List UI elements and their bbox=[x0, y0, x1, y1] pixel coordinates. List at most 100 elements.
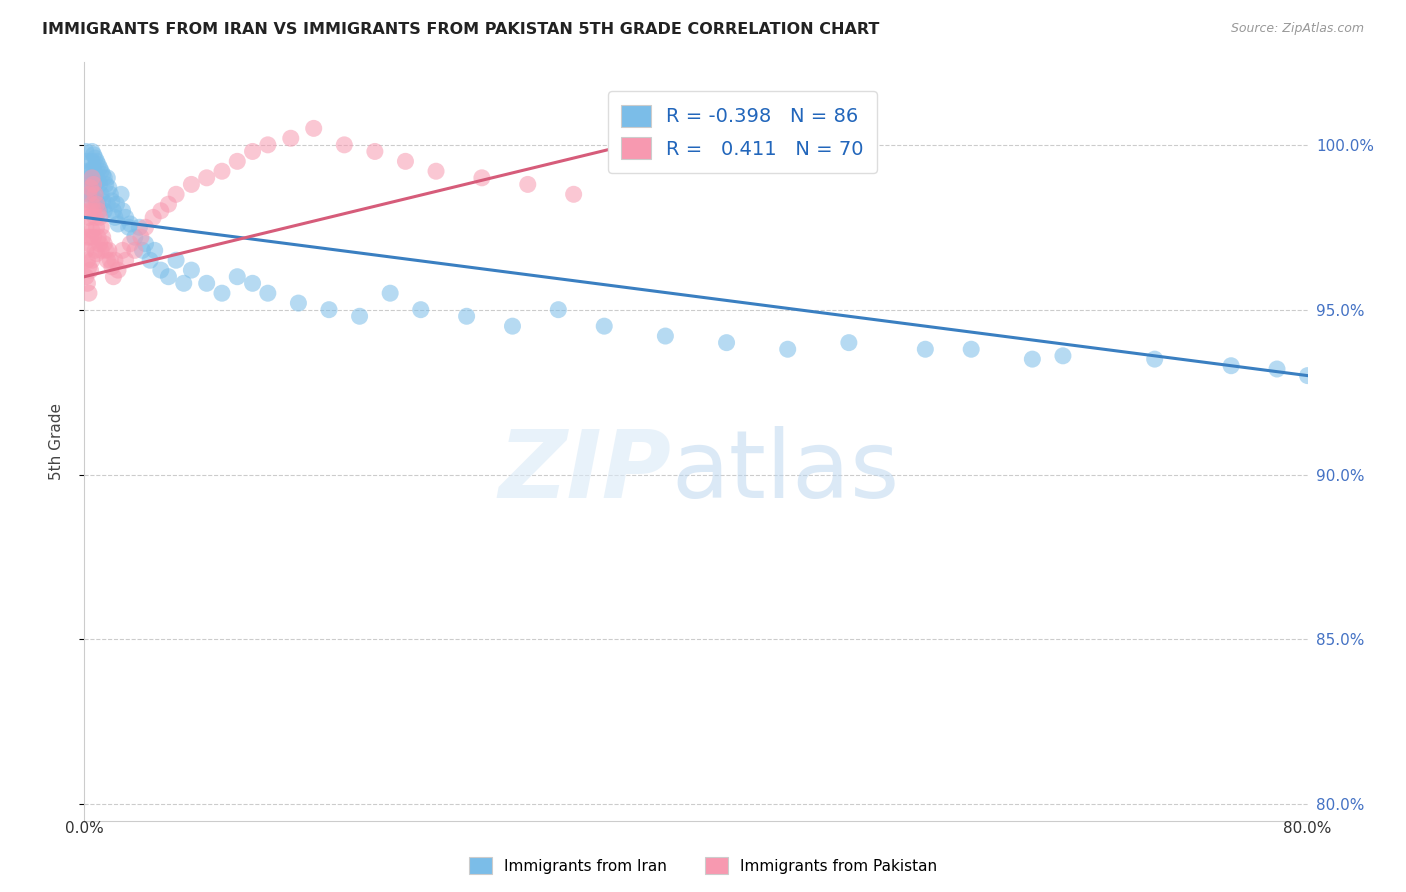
Point bbox=[84, 211, 107, 225]
Point bbox=[96, 170, 118, 185]
Point bbox=[76, 253, 98, 268]
Point bbox=[91, 194, 114, 208]
Point bbox=[1143, 352, 1166, 367]
Point bbox=[86, 197, 108, 211]
Point bbox=[124, 244, 146, 258]
Point bbox=[502, 319, 524, 334]
Point bbox=[75, 269, 97, 284]
Point bbox=[79, 164, 101, 178]
Point bbox=[90, 164, 112, 178]
Point bbox=[318, 302, 340, 317]
Point bbox=[76, 230, 98, 244]
Point bbox=[97, 244, 120, 258]
Legend: Immigrants from Iran, Immigrants from Pakistan: Immigrants from Iran, Immigrants from Pa… bbox=[463, 851, 943, 880]
Point bbox=[1052, 349, 1074, 363]
Point bbox=[84, 151, 107, 165]
Point bbox=[409, 302, 432, 317]
Point bbox=[76, 164, 98, 178]
Point bbox=[107, 217, 129, 231]
Point bbox=[87, 230, 110, 244]
Point bbox=[118, 220, 141, 235]
Point bbox=[180, 263, 202, 277]
Point bbox=[107, 263, 129, 277]
Point bbox=[111, 244, 134, 258]
Point bbox=[80, 170, 103, 185]
Point bbox=[90, 187, 112, 202]
Point bbox=[84, 187, 107, 202]
Point bbox=[242, 277, 264, 291]
Point bbox=[91, 168, 114, 182]
Point bbox=[98, 187, 121, 202]
Point bbox=[77, 170, 100, 185]
Point bbox=[80, 187, 103, 202]
Point bbox=[914, 343, 936, 357]
Point bbox=[149, 263, 172, 277]
Point bbox=[302, 121, 325, 136]
Point bbox=[180, 178, 202, 192]
Point bbox=[226, 269, 249, 284]
Point bbox=[83, 178, 105, 192]
Point bbox=[211, 164, 233, 178]
Point bbox=[135, 236, 157, 251]
Point bbox=[960, 343, 983, 357]
Point bbox=[77, 260, 100, 274]
Point bbox=[77, 187, 100, 202]
Point bbox=[84, 187, 107, 202]
Point bbox=[96, 197, 118, 211]
Y-axis label: 5th Grade: 5th Grade bbox=[49, 403, 63, 480]
Point bbox=[101, 194, 124, 208]
Point bbox=[80, 223, 103, 237]
Text: atlas: atlas bbox=[672, 425, 900, 518]
Text: Source: ZipAtlas.com: Source: ZipAtlas.com bbox=[1230, 22, 1364, 36]
Point bbox=[349, 310, 371, 324]
Point bbox=[104, 211, 127, 225]
Point bbox=[716, 335, 738, 350]
Point bbox=[76, 203, 98, 218]
Point bbox=[257, 286, 280, 301]
Point bbox=[120, 217, 142, 231]
Point bbox=[195, 277, 218, 291]
Point bbox=[80, 253, 103, 268]
Point bbox=[471, 170, 494, 185]
Point bbox=[83, 161, 105, 175]
Point bbox=[90, 244, 112, 258]
Text: ZIP: ZIP bbox=[499, 425, 672, 518]
Point bbox=[77, 211, 100, 225]
Point bbox=[110, 187, 132, 202]
Text: IMMIGRANTS FROM IRAN VS IMMIGRANTS FROM PAKISTAN 5TH GRADE CORRELATION CHART: IMMIGRANTS FROM IRAN VS IMMIGRANTS FROM … bbox=[42, 22, 880, 37]
Point bbox=[98, 253, 121, 268]
Point bbox=[80, 170, 103, 185]
Point bbox=[90, 220, 112, 235]
Point bbox=[593, 319, 616, 334]
Point bbox=[120, 236, 142, 251]
Point bbox=[79, 230, 101, 244]
Point bbox=[86, 246, 108, 260]
Point bbox=[94, 178, 117, 192]
Point bbox=[157, 269, 180, 284]
Point bbox=[75, 145, 97, 159]
Point bbox=[79, 263, 101, 277]
Point bbox=[287, 296, 309, 310]
Point bbox=[394, 154, 416, 169]
Point bbox=[143, 244, 166, 258]
Point bbox=[139, 253, 162, 268]
Point bbox=[89, 236, 111, 251]
Point bbox=[79, 203, 101, 218]
Point bbox=[83, 203, 105, 218]
Point bbox=[80, 145, 103, 159]
Point bbox=[173, 277, 195, 291]
Point bbox=[280, 131, 302, 145]
Point bbox=[76, 277, 98, 291]
Point bbox=[84, 168, 107, 182]
Point bbox=[75, 220, 97, 235]
Point bbox=[149, 203, 172, 218]
Point bbox=[96, 253, 118, 268]
Point bbox=[1296, 368, 1319, 383]
Point bbox=[226, 154, 249, 169]
Point bbox=[86, 154, 108, 169]
Point bbox=[242, 145, 264, 159]
Point bbox=[111, 203, 134, 218]
Point bbox=[89, 178, 111, 192]
Point bbox=[105, 197, 128, 211]
Point bbox=[135, 220, 157, 235]
